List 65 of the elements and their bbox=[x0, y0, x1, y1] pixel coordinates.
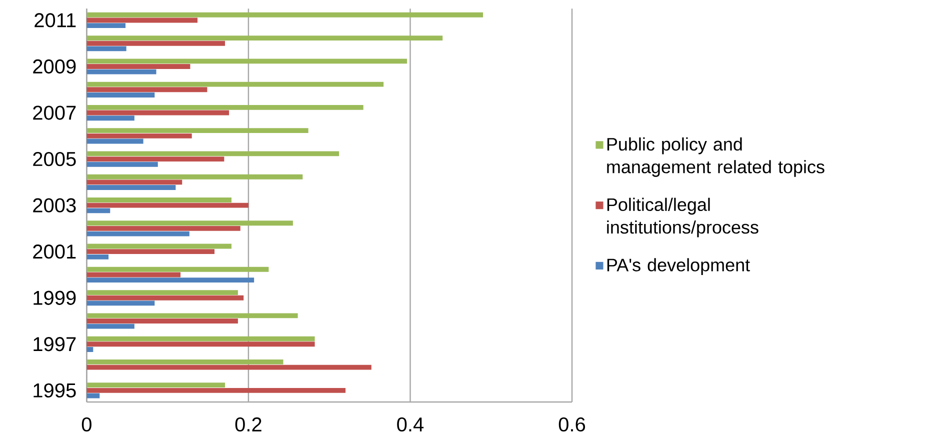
bar bbox=[86, 92, 155, 98]
x-tick-label: 0.6 bbox=[558, 417, 586, 432]
bar bbox=[86, 324, 134, 329]
bar bbox=[86, 272, 181, 278]
bar bbox=[86, 244, 232, 249]
bar bbox=[86, 254, 109, 260]
bar bbox=[86, 278, 254, 283]
bar bbox=[86, 12, 484, 18]
bar bbox=[86, 82, 384, 87]
bar bbox=[86, 249, 214, 254]
bar bbox=[86, 198, 232, 202]
bar bbox=[86, 295, 244, 300]
y-tick-label: 2007 bbox=[33, 106, 76, 120]
bar bbox=[86, 36, 443, 40]
bar bbox=[86, 208, 110, 214]
bar bbox=[86, 226, 240, 231]
bar bbox=[86, 300, 155, 306]
bar bbox=[86, 87, 208, 92]
bar bbox=[86, 151, 340, 156]
bar bbox=[86, 318, 238, 324]
y-tick-label: 2011 bbox=[34, 13, 76, 28]
bar bbox=[86, 231, 190, 236]
bar bbox=[86, 180, 182, 185]
bar bbox=[86, 313, 298, 318]
x-tick-label: 0.4 bbox=[397, 417, 424, 432]
bar bbox=[86, 202, 248, 208]
bar bbox=[86, 138, 144, 144]
bar bbox=[86, 40, 225, 46]
bar bbox=[86, 336, 315, 342]
x-tick-label: 0 bbox=[82, 417, 92, 432]
bar bbox=[86, 185, 176, 190]
bar bbox=[86, 347, 94, 352]
bar bbox=[86, 364, 372, 370]
legend-label: Political/legal institutions/process bbox=[607, 198, 758, 238]
y-tick-label: 2001 bbox=[33, 244, 76, 259]
bar bbox=[86, 359, 284, 364]
bar bbox=[86, 162, 158, 167]
y-tick-label: 1999 bbox=[34, 290, 76, 305]
y-tick-label: 2009 bbox=[33, 59, 76, 74]
bar bbox=[86, 23, 126, 28]
bar bbox=[86, 46, 126, 52]
bar bbox=[86, 290, 238, 296]
bar bbox=[86, 220, 293, 226]
bar bbox=[86, 69, 156, 74]
bar bbox=[86, 58, 407, 64]
bar bbox=[86, 104, 364, 110]
bar bbox=[86, 110, 230, 116]
x-tick-label: 0.2 bbox=[235, 417, 262, 432]
bar bbox=[86, 342, 315, 347]
legend-label: Public policy and management related topics bbox=[607, 137, 824, 177]
legend-label: PA's development bbox=[607, 258, 750, 275]
y-tick-label: 2003 bbox=[33, 198, 76, 212]
bar bbox=[86, 388, 346, 393]
bar bbox=[86, 133, 192, 138]
bar bbox=[86, 116, 134, 121]
y-tick-label: 1995 bbox=[34, 383, 76, 398]
y-tick-label: 1997 bbox=[34, 337, 76, 352]
bar bbox=[86, 156, 224, 162]
bar bbox=[86, 174, 303, 180]
bar bbox=[86, 266, 269, 272]
bar bbox=[86, 64, 190, 69]
y-tick-label: 2005 bbox=[33, 152, 76, 166]
bar bbox=[86, 128, 308, 134]
bar bbox=[86, 382, 225, 388]
bar bbox=[86, 18, 198, 23]
